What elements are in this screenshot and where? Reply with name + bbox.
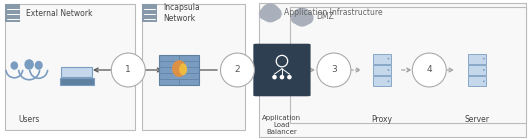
Text: DMZ: DMZ (316, 12, 333, 21)
Ellipse shape (268, 7, 282, 20)
FancyBboxPatch shape (373, 54, 391, 64)
Ellipse shape (317, 53, 351, 87)
FancyBboxPatch shape (262, 12, 279, 18)
Text: 4: 4 (427, 66, 432, 74)
Ellipse shape (179, 63, 187, 75)
FancyBboxPatch shape (59, 78, 94, 85)
FancyBboxPatch shape (5, 4, 20, 22)
Ellipse shape (483, 58, 485, 60)
Text: Server: Server (464, 115, 490, 123)
FancyBboxPatch shape (468, 54, 486, 64)
Ellipse shape (483, 80, 485, 82)
FancyBboxPatch shape (468, 76, 486, 86)
Ellipse shape (272, 75, 277, 79)
Ellipse shape (24, 59, 34, 70)
Ellipse shape (287, 75, 292, 79)
Ellipse shape (280, 75, 284, 79)
Ellipse shape (387, 80, 390, 82)
Ellipse shape (387, 69, 390, 71)
FancyBboxPatch shape (142, 4, 245, 130)
Text: Application Infrastructure: Application Infrastructure (284, 8, 383, 17)
Ellipse shape (387, 58, 390, 60)
FancyBboxPatch shape (294, 16, 311, 22)
FancyBboxPatch shape (259, 3, 526, 137)
Ellipse shape (412, 53, 446, 87)
FancyBboxPatch shape (373, 65, 391, 75)
Text: Proxy: Proxy (371, 115, 392, 123)
Ellipse shape (172, 60, 186, 77)
Text: 1: 1 (126, 66, 131, 74)
Ellipse shape (11, 61, 18, 70)
Ellipse shape (261, 3, 280, 22)
FancyBboxPatch shape (159, 55, 199, 85)
Ellipse shape (293, 8, 312, 27)
FancyBboxPatch shape (373, 76, 391, 86)
FancyBboxPatch shape (5, 4, 135, 130)
Ellipse shape (220, 53, 254, 87)
Ellipse shape (483, 69, 485, 71)
Ellipse shape (259, 8, 271, 20)
Text: Application
Load
Balancer: Application Load Balancer (262, 115, 302, 135)
FancyBboxPatch shape (290, 7, 526, 123)
Text: 2: 2 (235, 66, 240, 74)
Ellipse shape (300, 11, 314, 24)
FancyBboxPatch shape (468, 65, 486, 75)
Text: 3: 3 (331, 66, 337, 74)
FancyBboxPatch shape (253, 44, 311, 96)
FancyBboxPatch shape (142, 4, 157, 22)
Text: Users: Users (19, 115, 40, 123)
FancyBboxPatch shape (61, 67, 92, 77)
Ellipse shape (34, 61, 43, 70)
Text: Incapsula
Network: Incapsula Network (163, 3, 200, 23)
Text: External Network: External Network (26, 9, 93, 18)
Ellipse shape (111, 53, 145, 87)
Ellipse shape (290, 12, 303, 24)
